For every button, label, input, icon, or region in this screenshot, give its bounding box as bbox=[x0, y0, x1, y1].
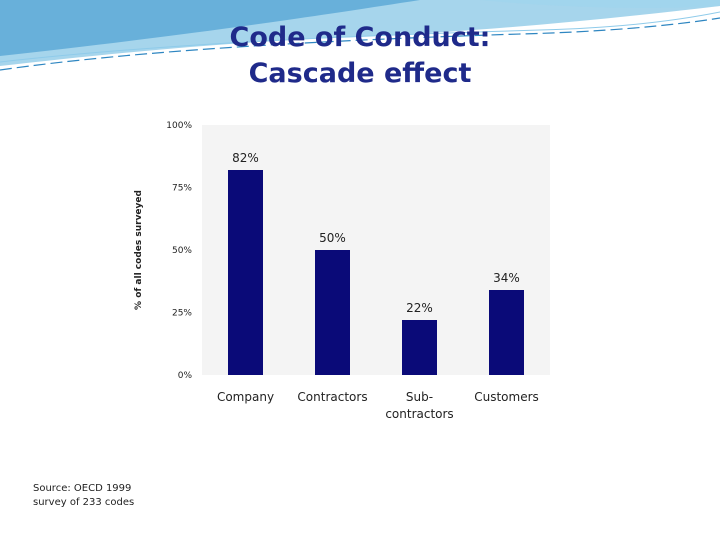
y-tick-label: 75% bbox=[172, 184, 192, 194]
source-line-2: survey of 233 codes bbox=[33, 497, 135, 508]
bar bbox=[315, 250, 350, 375]
title-line-2: Cascade effect bbox=[248, 58, 472, 89]
bar bbox=[228, 170, 263, 375]
y-tick-label: 0% bbox=[178, 371, 193, 381]
y-tick-label: 50% bbox=[172, 246, 192, 256]
header-swoosh-decoration bbox=[0, 0, 720, 71]
bar-value-label: 82% bbox=[232, 151, 259, 165]
bar bbox=[489, 290, 524, 375]
x-tick-label: Customers bbox=[474, 390, 539, 404]
x-tick-label: Company bbox=[217, 390, 274, 404]
slide-title: Code of Conduct: Cascade effect bbox=[0, 20, 720, 92]
x-tick-label: Sub- bbox=[406, 390, 433, 404]
bar bbox=[402, 320, 437, 375]
source-note: Source: OECD 1999 survey of 233 codes bbox=[33, 482, 193, 510]
title-line-1: Code of Conduct: bbox=[229, 22, 491, 53]
bar-value-label: 22% bbox=[406, 301, 433, 315]
y-axis-label: % of all codes surveyed bbox=[134, 190, 144, 310]
source-line-1: Source: OECD 1999 bbox=[33, 483, 132, 494]
x-tick-label: contractors bbox=[385, 407, 453, 421]
x-tick-label: Contractors bbox=[297, 390, 367, 404]
bar-value-label: 34% bbox=[493, 271, 520, 285]
bar-value-label: 50% bbox=[319, 231, 346, 245]
y-tick-label: 100% bbox=[166, 121, 192, 131]
y-tick-label: 25% bbox=[172, 309, 192, 319]
